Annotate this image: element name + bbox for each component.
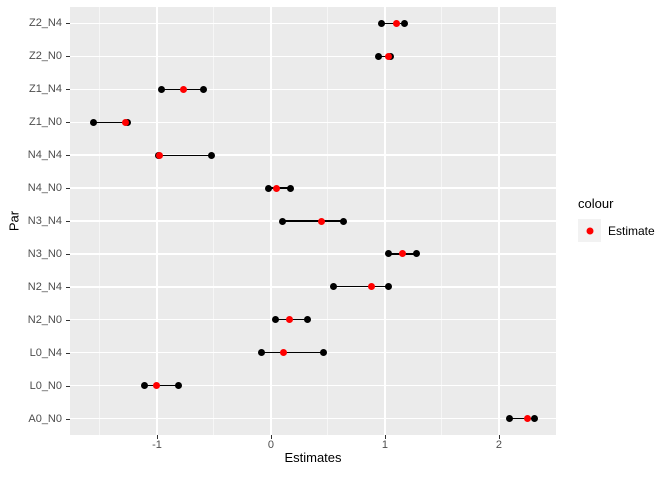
y-tick-label: Z2_N4 [28, 17, 62, 30]
estimate-dot [280, 349, 288, 357]
range-segment [93, 121, 128, 123]
endpoint-dot [89, 118, 97, 126]
row-gridline [70, 88, 556, 90]
y-tick-label: L0_N4 [29, 346, 62, 359]
range-segment [378, 55, 391, 58]
endpoint-dot [378, 19, 386, 27]
row-gridline [70, 154, 556, 156]
endpoint-dot [374, 52, 382, 60]
endpoint-dot [340, 217, 348, 225]
endpoint-dot [208, 151, 216, 159]
range-segment [158, 154, 212, 156]
endpoint-dot [330, 283, 338, 291]
legend-item-label: Estimate [608, 223, 655, 238]
row-gridline [70, 384, 556, 387]
y-tick [66, 122, 70, 124]
legend: colour Estimate [578, 196, 655, 242]
x-tick-label: -1 [152, 439, 162, 451]
y-tick [66, 155, 70, 157]
legend-estimate-dot [586, 227, 593, 234]
range-segment [144, 384, 179, 387]
y-tick [66, 286, 70, 288]
y-tick-label: N3_N0 [27, 247, 62, 260]
row-gridline [70, 417, 556, 420]
endpoint-dot [175, 382, 183, 390]
y-tick [66, 352, 70, 354]
range-segment [282, 220, 344, 222]
endpoint-dot [265, 184, 273, 192]
y-tick-label: N4_N0 [27, 182, 62, 195]
estimate-dot [121, 118, 129, 126]
estimate-dot [179, 85, 187, 93]
legend-item: Estimate [578, 219, 655, 242]
endpoint-dot [384, 250, 392, 258]
y-tick [66, 221, 70, 222]
y-tick-label: N2_N4 [27, 280, 62, 293]
estimate-dot [155, 151, 163, 159]
row-gridline [70, 22, 556, 25]
range-segment [333, 286, 389, 288]
y-tick [66, 56, 70, 58]
row-gridline [70, 121, 556, 123]
y-tick-label: N2_N0 [27, 313, 62, 326]
x-tick-label: 1 [381, 439, 389, 451]
y-tick [66, 89, 70, 91]
y-tick-label: N3_N4 [27, 215, 62, 227]
endpoint-dot [200, 85, 208, 93]
row-gridline [70, 187, 556, 189]
row-gridline [70, 286, 556, 288]
legend-key [578, 219, 601, 242]
y-tick-label: Z1_N4 [28, 83, 62, 96]
legend-title: colour [578, 196, 614, 211]
row-gridline [70, 55, 556, 58]
estimate-dot [153, 382, 161, 390]
x-tick [270, 435, 272, 439]
endpoint-dot [413, 250, 421, 258]
x-tick [384, 435, 386, 439]
x-tick [156, 435, 158, 439]
endpoint-dot [278, 217, 286, 225]
plot-panel [70, 7, 556, 435]
x-tick [498, 435, 500, 439]
row-gridline [70, 253, 556, 255]
y-tick [66, 23, 70, 25]
y-tick [66, 319, 70, 321]
y-tick-label: Z2_N0 [28, 50, 62, 63]
x-axis-title: Estimates [284, 450, 342, 465]
y-tick-label: Z1_N0 [28, 116, 62, 129]
y-tick-label: L0_N0 [29, 379, 62, 392]
endpoint-dot [400, 19, 408, 27]
endpoint-dot [258, 349, 266, 357]
y-tick-label: A0_N0 [28, 412, 62, 425]
estimate-dot [317, 217, 325, 225]
estimate-dot [392, 19, 400, 27]
y-tick-label: N4_N4 [27, 149, 62, 162]
endpoint-dot [140, 382, 148, 390]
endpoint-dot [505, 415, 513, 423]
estimate-dot [398, 250, 406, 258]
endpoint-dot [319, 349, 327, 357]
x-tick-label: 2 [495, 439, 503, 451]
range-segment [261, 352, 324, 354]
x-tick-label: 0 [267, 439, 275, 451]
range-segment [509, 417, 535, 420]
endpoint-dot [384, 283, 392, 291]
estimate-dot [273, 184, 281, 192]
y-tick [66, 418, 70, 420]
y-tick [66, 253, 70, 255]
endpoint-dot [530, 415, 538, 423]
legend-items: Estimate [578, 219, 655, 242]
estimate-dot [367, 283, 375, 291]
y-tick [66, 385, 70, 387]
estimate-dot [285, 316, 293, 324]
estimate-dot [384, 52, 392, 60]
row-gridline [70, 319, 556, 321]
endpoint-dot [286, 184, 294, 192]
estimate-dot [523, 415, 531, 423]
endpoint-dot [272, 316, 280, 324]
y-tick [66, 188, 70, 190]
endpoint-dot [303, 316, 311, 324]
endpoint-dot [158, 85, 166, 93]
